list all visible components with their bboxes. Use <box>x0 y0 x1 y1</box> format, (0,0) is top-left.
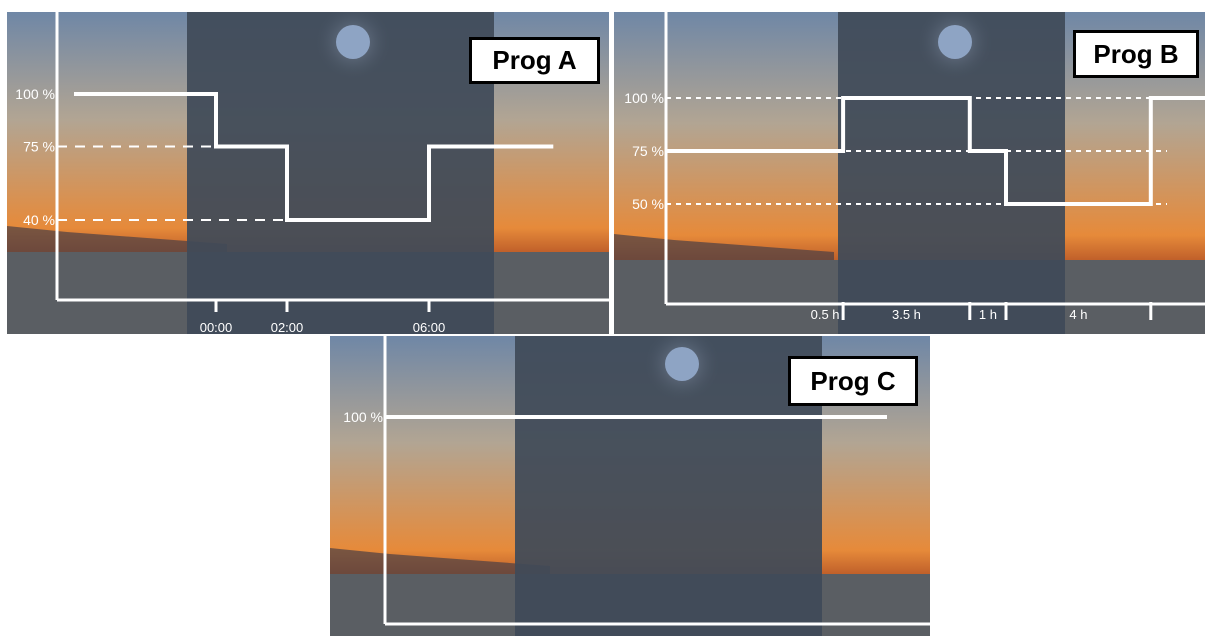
y-tick-label: 75 % <box>23 139 55 155</box>
program-line <box>74 92 554 222</box>
prog-c-title: Prog C <box>788 356 918 406</box>
mountain-silhouette <box>614 234 834 260</box>
prog-b-panel: 100 % 75 % 50 % 0.5 h 3.5 h 1 h 4 h Prog B <box>614 12 1205 334</box>
y-tick-label: 75 % <box>632 143 664 159</box>
moon-icon <box>336 25 370 59</box>
moon-icon <box>938 25 972 59</box>
x-tick-label: 00:00 <box>200 320 233 334</box>
y-tick-label: 100 % <box>624 90 664 106</box>
interval-label: 1 h <box>979 307 997 322</box>
y-tick-label: 100 % <box>343 409 383 425</box>
y-tick-label: 100 % <box>15 86 55 102</box>
x-tick-label: 06:00 <box>413 320 446 334</box>
mountain-silhouette <box>7 226 227 252</box>
interval-label: 3.5 h <box>892 307 921 322</box>
interval-label: 4 h <box>1069 307 1087 322</box>
moon-icon <box>665 347 699 381</box>
x-tick-label: 02:00 <box>271 320 304 334</box>
prog-c-panel: 100 % Prog C <box>330 336 930 636</box>
interval-label: 0.5 h <box>811 307 840 322</box>
program-line <box>666 96 1205 206</box>
y-tick-label: 50 % <box>632 196 664 212</box>
prog-a-title: Prog A <box>469 37 600 84</box>
prog-b-title: Prog B <box>1073 30 1199 78</box>
prog-a-panel: 100 % 75 % 40 % 00:00 02:00 06:00 Prog A <box>7 12 609 334</box>
y-tick-label: 40 % <box>23 212 55 228</box>
